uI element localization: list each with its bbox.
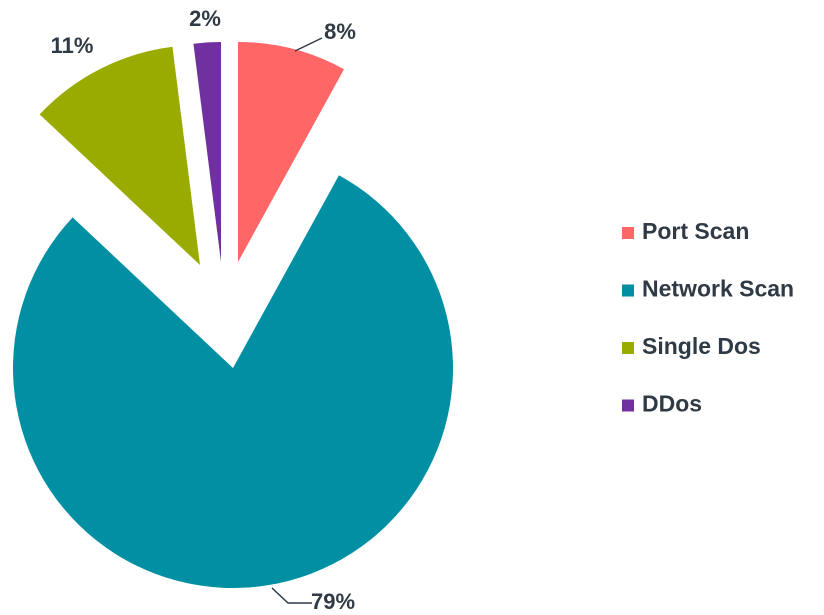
legend-swatch — [622, 342, 634, 354]
data-label: 11% — [51, 33, 94, 58]
legend-label: DDos — [642, 391, 702, 417]
pie-slice — [238, 42, 344, 262]
data-label: 2% — [189, 6, 221, 31]
legend-swatch — [622, 399, 634, 412]
legend-label: Network Scan — [642, 276, 794, 302]
leader-line — [294, 37, 323, 52]
data-label: 8% — [324, 19, 356, 44]
legend-swatch — [622, 284, 634, 297]
leader-line — [271, 587, 312, 604]
legend-swatch — [622, 227, 634, 239]
legend-label: Port Scan — [642, 218, 749, 244]
pie-slice — [39, 46, 200, 265]
legend-label: Single Dos — [642, 333, 761, 359]
data-label: 79% — [311, 589, 355, 614]
pie-slice — [12, 175, 453, 588]
pie-slice — [193, 42, 221, 262]
